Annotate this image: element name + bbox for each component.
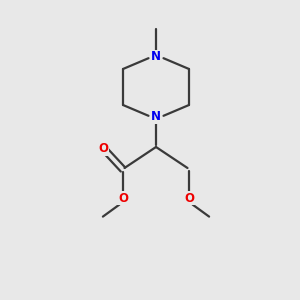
Text: O: O	[118, 191, 128, 205]
Text: O: O	[98, 142, 109, 155]
Text: N: N	[151, 50, 161, 64]
Text: O: O	[184, 191, 194, 205]
Text: N: N	[151, 110, 161, 124]
